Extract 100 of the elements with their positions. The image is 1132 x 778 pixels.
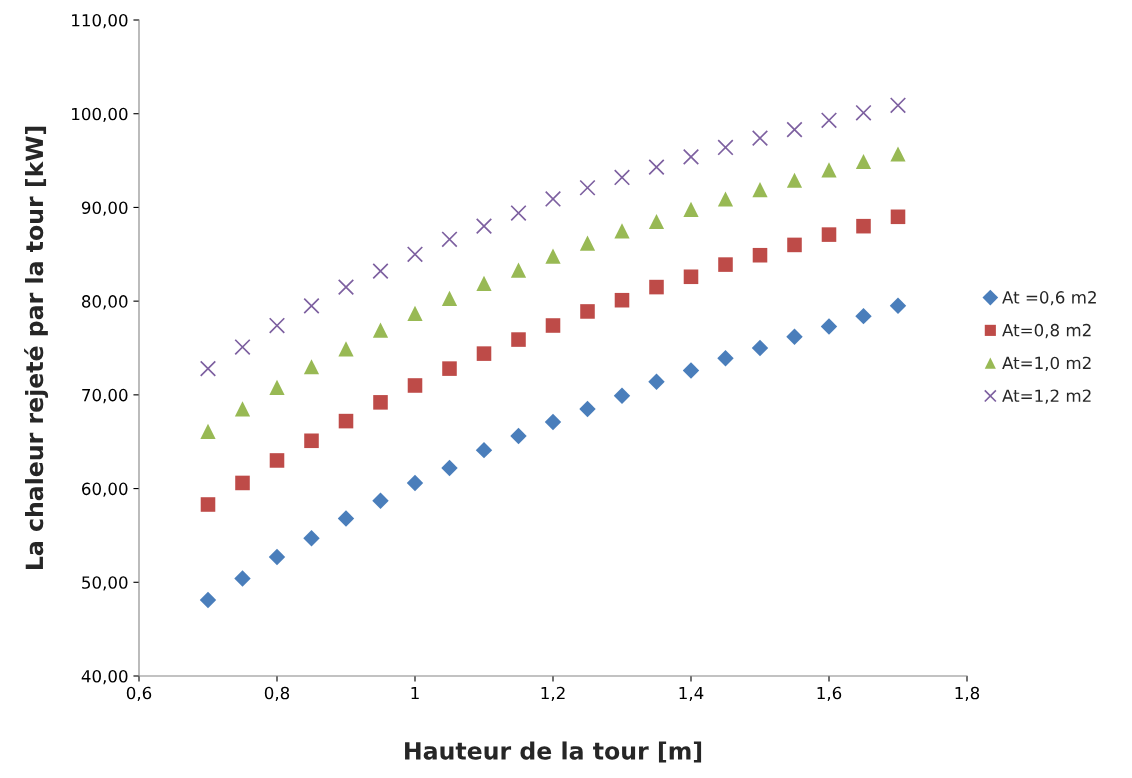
point (821, 227, 837, 242)
legend-label: At=0,8 m2 (1002, 323, 1091, 339)
y-tick-label: 100,00 (72, 107, 128, 122)
point (441, 231, 458, 248)
point (855, 153, 872, 170)
point (648, 213, 665, 230)
point (649, 279, 664, 295)
point (199, 591, 217, 609)
x-tick-label: 1,8 (955, 686, 980, 702)
point (476, 346, 492, 361)
point (406, 246, 424, 263)
point (545, 318, 561, 333)
point (304, 433, 319, 449)
y-tick-label: 60,00 (82, 482, 128, 497)
point (855, 307, 872, 325)
point (856, 218, 871, 234)
point (544, 413, 562, 431)
point (752, 182, 768, 198)
point (614, 292, 630, 308)
x-axis-title: Hauteur de la tour [m] (405, 741, 702, 763)
y-tick-label: 90,00 (81, 201, 128, 216)
y-tick-label: 110,00 (72, 13, 128, 29)
point (337, 510, 355, 527)
x-tick-label: 0,6 (126, 686, 152, 702)
point (200, 423, 216, 440)
point (683, 201, 699, 217)
point (889, 97, 907, 114)
point (475, 218, 493, 235)
point (235, 475, 250, 491)
point (821, 162, 837, 178)
point (613, 169, 631, 186)
point (234, 401, 251, 417)
point (475, 441, 493, 459)
point (337, 278, 355, 296)
point (889, 297, 907, 315)
point (200, 497, 216, 512)
point (303, 359, 320, 375)
point (786, 172, 803, 188)
x-tick-label: 1,6 (817, 686, 842, 702)
point (269, 453, 285, 468)
point (717, 191, 734, 207)
point (890, 146, 906, 162)
point (579, 235, 596, 251)
point (544, 190, 562, 208)
y-tick-label: 80,00 (82, 295, 128, 310)
point (338, 413, 354, 429)
point (545, 248, 561, 264)
point (441, 290, 458, 306)
y-tick-label: 50,00 (82, 576, 128, 591)
point (373, 395, 388, 410)
point (682, 362, 700, 379)
point (751, 339, 769, 357)
point (234, 570, 251, 587)
point (787, 237, 802, 253)
x-tick-label: 1 (411, 686, 419, 700)
y-tick-label: 40,00 (81, 669, 128, 685)
point (579, 179, 596, 196)
point (441, 459, 458, 477)
point (268, 548, 286, 566)
y-axis-title: La chaleur rejeté par la tour [kW] (24, 126, 49, 570)
point (717, 350, 734, 367)
point (407, 378, 423, 393)
legend-label: At=1,0 m2 (1002, 356, 1091, 371)
point (786, 328, 803, 345)
point (476, 275, 492, 291)
point (338, 341, 354, 357)
point (407, 305, 423, 321)
point (786, 121, 803, 138)
point (510, 262, 527, 278)
point (751, 129, 769, 147)
point (372, 322, 389, 338)
point (580, 304, 595, 319)
point (510, 427, 527, 445)
x-tick-label: 1,4 (679, 686, 704, 702)
point (511, 332, 526, 347)
point (820, 318, 838, 335)
point (614, 223, 630, 239)
point (820, 112, 838, 129)
point (303, 297, 320, 314)
point (268, 317, 286, 334)
point (613, 387, 631, 405)
point (579, 400, 596, 418)
point (718, 257, 733, 272)
x-tick-label: 0,8 (264, 686, 290, 702)
point (752, 247, 768, 263)
point (199, 360, 217, 377)
point (683, 269, 699, 285)
point (717, 139, 734, 156)
point (648, 373, 665, 390)
point (855, 104, 872, 121)
point (442, 361, 457, 376)
legend-label: At =0,6 m2 (1002, 291, 1096, 306)
y-tick-label: 70,00 (82, 388, 128, 404)
point (372, 492, 389, 509)
point (303, 530, 320, 547)
point (510, 204, 527, 222)
point (269, 379, 285, 395)
point (234, 338, 251, 356)
x-tick-label: 1,2 (541, 686, 565, 702)
point (682, 148, 700, 165)
